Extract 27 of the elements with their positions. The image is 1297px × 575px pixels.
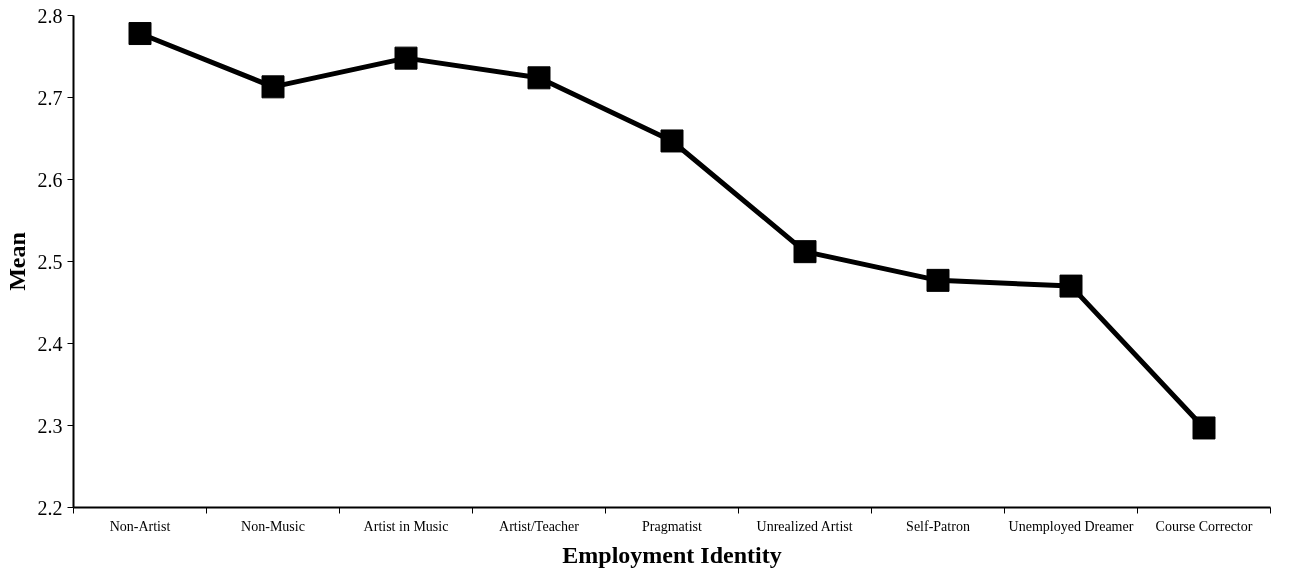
point — [660, 129, 684, 153]
x-tick-label: Self-Patron — [906, 518, 970, 534]
x-tick-label: Artist/Teacher — [499, 518, 580, 534]
point — [394, 46, 418, 70]
point — [527, 66, 551, 90]
y-tick-label: 2.7 — [37, 86, 63, 109]
y-tick-label: 2.8 — [37, 4, 63, 27]
x-tick-label: Non-Artist — [109, 518, 171, 534]
x-tick-label: Course Corrector — [1155, 518, 1253, 534]
point — [128, 22, 152, 46]
y-tick-label: 2.2 — [37, 496, 63, 519]
x-tick-label: Unrealized Artist — [756, 518, 853, 534]
point — [261, 75, 285, 99]
point — [1192, 416, 1216, 440]
y-tick-label: 2.3 — [37, 414, 63, 437]
x-axis-title: Employment Identity — [562, 541, 782, 568]
x-tick-label: Unemployed Dreamer — [1008, 518, 1134, 534]
y-axis-title: Mean — [3, 232, 30, 291]
point — [793, 240, 817, 264]
x-tick-label: Non-Music — [241, 518, 305, 534]
y-tick-label: 2.5 — [37, 250, 63, 273]
y-tick-label: 2.4 — [37, 332, 63, 355]
point — [1059, 274, 1083, 298]
x-tick-label: Artist in Music — [363, 518, 449, 534]
point — [926, 268, 950, 292]
x-tick-label: Pragmatist — [642, 518, 703, 534]
y-tick-label: 2.6 — [37, 168, 63, 191]
